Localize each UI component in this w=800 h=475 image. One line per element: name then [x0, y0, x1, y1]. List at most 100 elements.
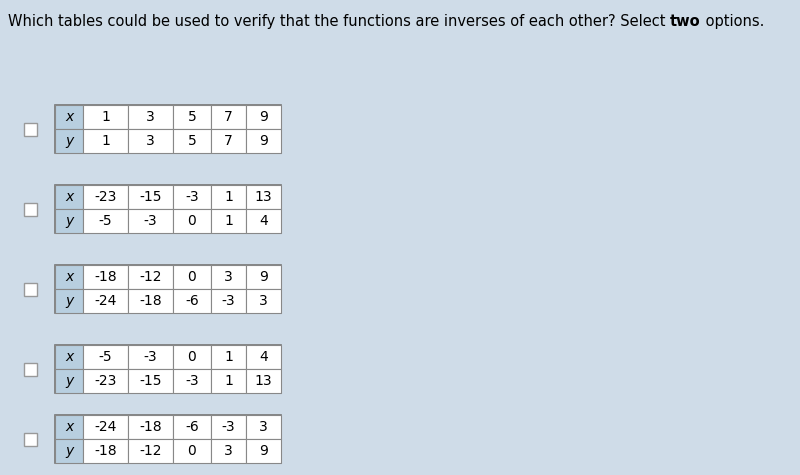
Text: 1: 1: [101, 110, 110, 124]
Text: x: x: [65, 110, 73, 124]
Bar: [173, 209, 211, 233]
Bar: [128, 129, 173, 153]
Bar: [55, 265, 83, 289]
Text: -3: -3: [185, 190, 199, 204]
Text: -18: -18: [139, 294, 162, 308]
Bar: [246, 345, 281, 369]
Text: -6: -6: [185, 420, 199, 434]
Text: x: x: [65, 350, 73, 364]
Bar: [83, 439, 128, 463]
Text: -3: -3: [222, 420, 235, 434]
Text: 3: 3: [146, 110, 155, 124]
Bar: [211, 265, 246, 289]
Text: y: y: [65, 134, 73, 148]
Bar: [246, 369, 281, 393]
Bar: [173, 129, 211, 153]
Text: -3: -3: [144, 350, 158, 364]
Bar: [55, 345, 83, 369]
Bar: [83, 185, 128, 209]
Text: 0: 0: [188, 444, 196, 458]
Bar: [173, 345, 211, 369]
Bar: [55, 415, 83, 439]
Bar: [128, 415, 173, 439]
Text: -5: -5: [98, 214, 112, 228]
Bar: [128, 185, 173, 209]
Bar: [128, 289, 173, 313]
Bar: [83, 289, 128, 313]
Bar: [211, 209, 246, 233]
Text: 9: 9: [259, 270, 268, 284]
Bar: [128, 369, 173, 393]
Bar: [211, 289, 246, 313]
Text: 4: 4: [259, 350, 268, 364]
Text: 0: 0: [188, 214, 196, 228]
Bar: [83, 209, 128, 233]
Bar: [83, 129, 128, 153]
Bar: [211, 129, 246, 153]
Bar: [246, 105, 281, 129]
Text: 1: 1: [224, 214, 233, 228]
Bar: [246, 129, 281, 153]
Bar: [246, 209, 281, 233]
Text: -18: -18: [139, 420, 162, 434]
Text: 0: 0: [188, 270, 196, 284]
Bar: [173, 185, 211, 209]
Bar: [173, 105, 211, 129]
Text: 4: 4: [259, 214, 268, 228]
Bar: [83, 369, 128, 393]
Bar: [211, 415, 246, 439]
Bar: [23, 123, 37, 135]
Bar: [55, 369, 83, 393]
Text: -24: -24: [94, 420, 117, 434]
Text: 3: 3: [259, 420, 268, 434]
Bar: [173, 289, 211, 313]
Text: 7: 7: [224, 110, 233, 124]
Bar: [55, 345, 281, 393]
Text: x: x: [65, 420, 73, 434]
Text: -5: -5: [98, 350, 112, 364]
Text: 3: 3: [224, 444, 233, 458]
Text: -3: -3: [222, 294, 235, 308]
Text: -23: -23: [94, 190, 117, 204]
Bar: [211, 369, 246, 393]
Text: y: y: [65, 444, 73, 458]
Bar: [211, 105, 246, 129]
Text: 9: 9: [259, 444, 268, 458]
Bar: [55, 105, 281, 153]
Text: -3: -3: [185, 374, 199, 388]
Text: -24: -24: [94, 294, 117, 308]
Text: 1: 1: [224, 190, 233, 204]
Text: 0: 0: [188, 350, 196, 364]
Bar: [246, 289, 281, 313]
Text: 13: 13: [254, 374, 272, 388]
Bar: [128, 105, 173, 129]
Text: -15: -15: [139, 190, 162, 204]
Bar: [83, 345, 128, 369]
Bar: [128, 345, 173, 369]
Bar: [23, 362, 37, 376]
Text: Which tables could be used to verify that the functions are inverses of each oth: Which tables could be used to verify tha…: [8, 14, 670, 29]
Text: -6: -6: [185, 294, 199, 308]
Bar: [173, 369, 211, 393]
Text: two: two: [670, 14, 701, 29]
Bar: [55, 415, 281, 463]
Text: -18: -18: [94, 444, 117, 458]
Bar: [128, 265, 173, 289]
Bar: [23, 202, 37, 216]
Text: 9: 9: [259, 134, 268, 148]
Bar: [246, 265, 281, 289]
Text: 1: 1: [224, 350, 233, 364]
Bar: [55, 209, 83, 233]
Bar: [173, 415, 211, 439]
Text: 3: 3: [146, 134, 155, 148]
Bar: [211, 345, 246, 369]
Text: x: x: [65, 190, 73, 204]
Bar: [55, 265, 281, 313]
Text: y: y: [65, 294, 73, 308]
Bar: [55, 185, 83, 209]
Bar: [23, 433, 37, 446]
Bar: [128, 209, 173, 233]
Text: 1: 1: [224, 374, 233, 388]
Text: 5: 5: [188, 134, 196, 148]
Bar: [55, 289, 83, 313]
